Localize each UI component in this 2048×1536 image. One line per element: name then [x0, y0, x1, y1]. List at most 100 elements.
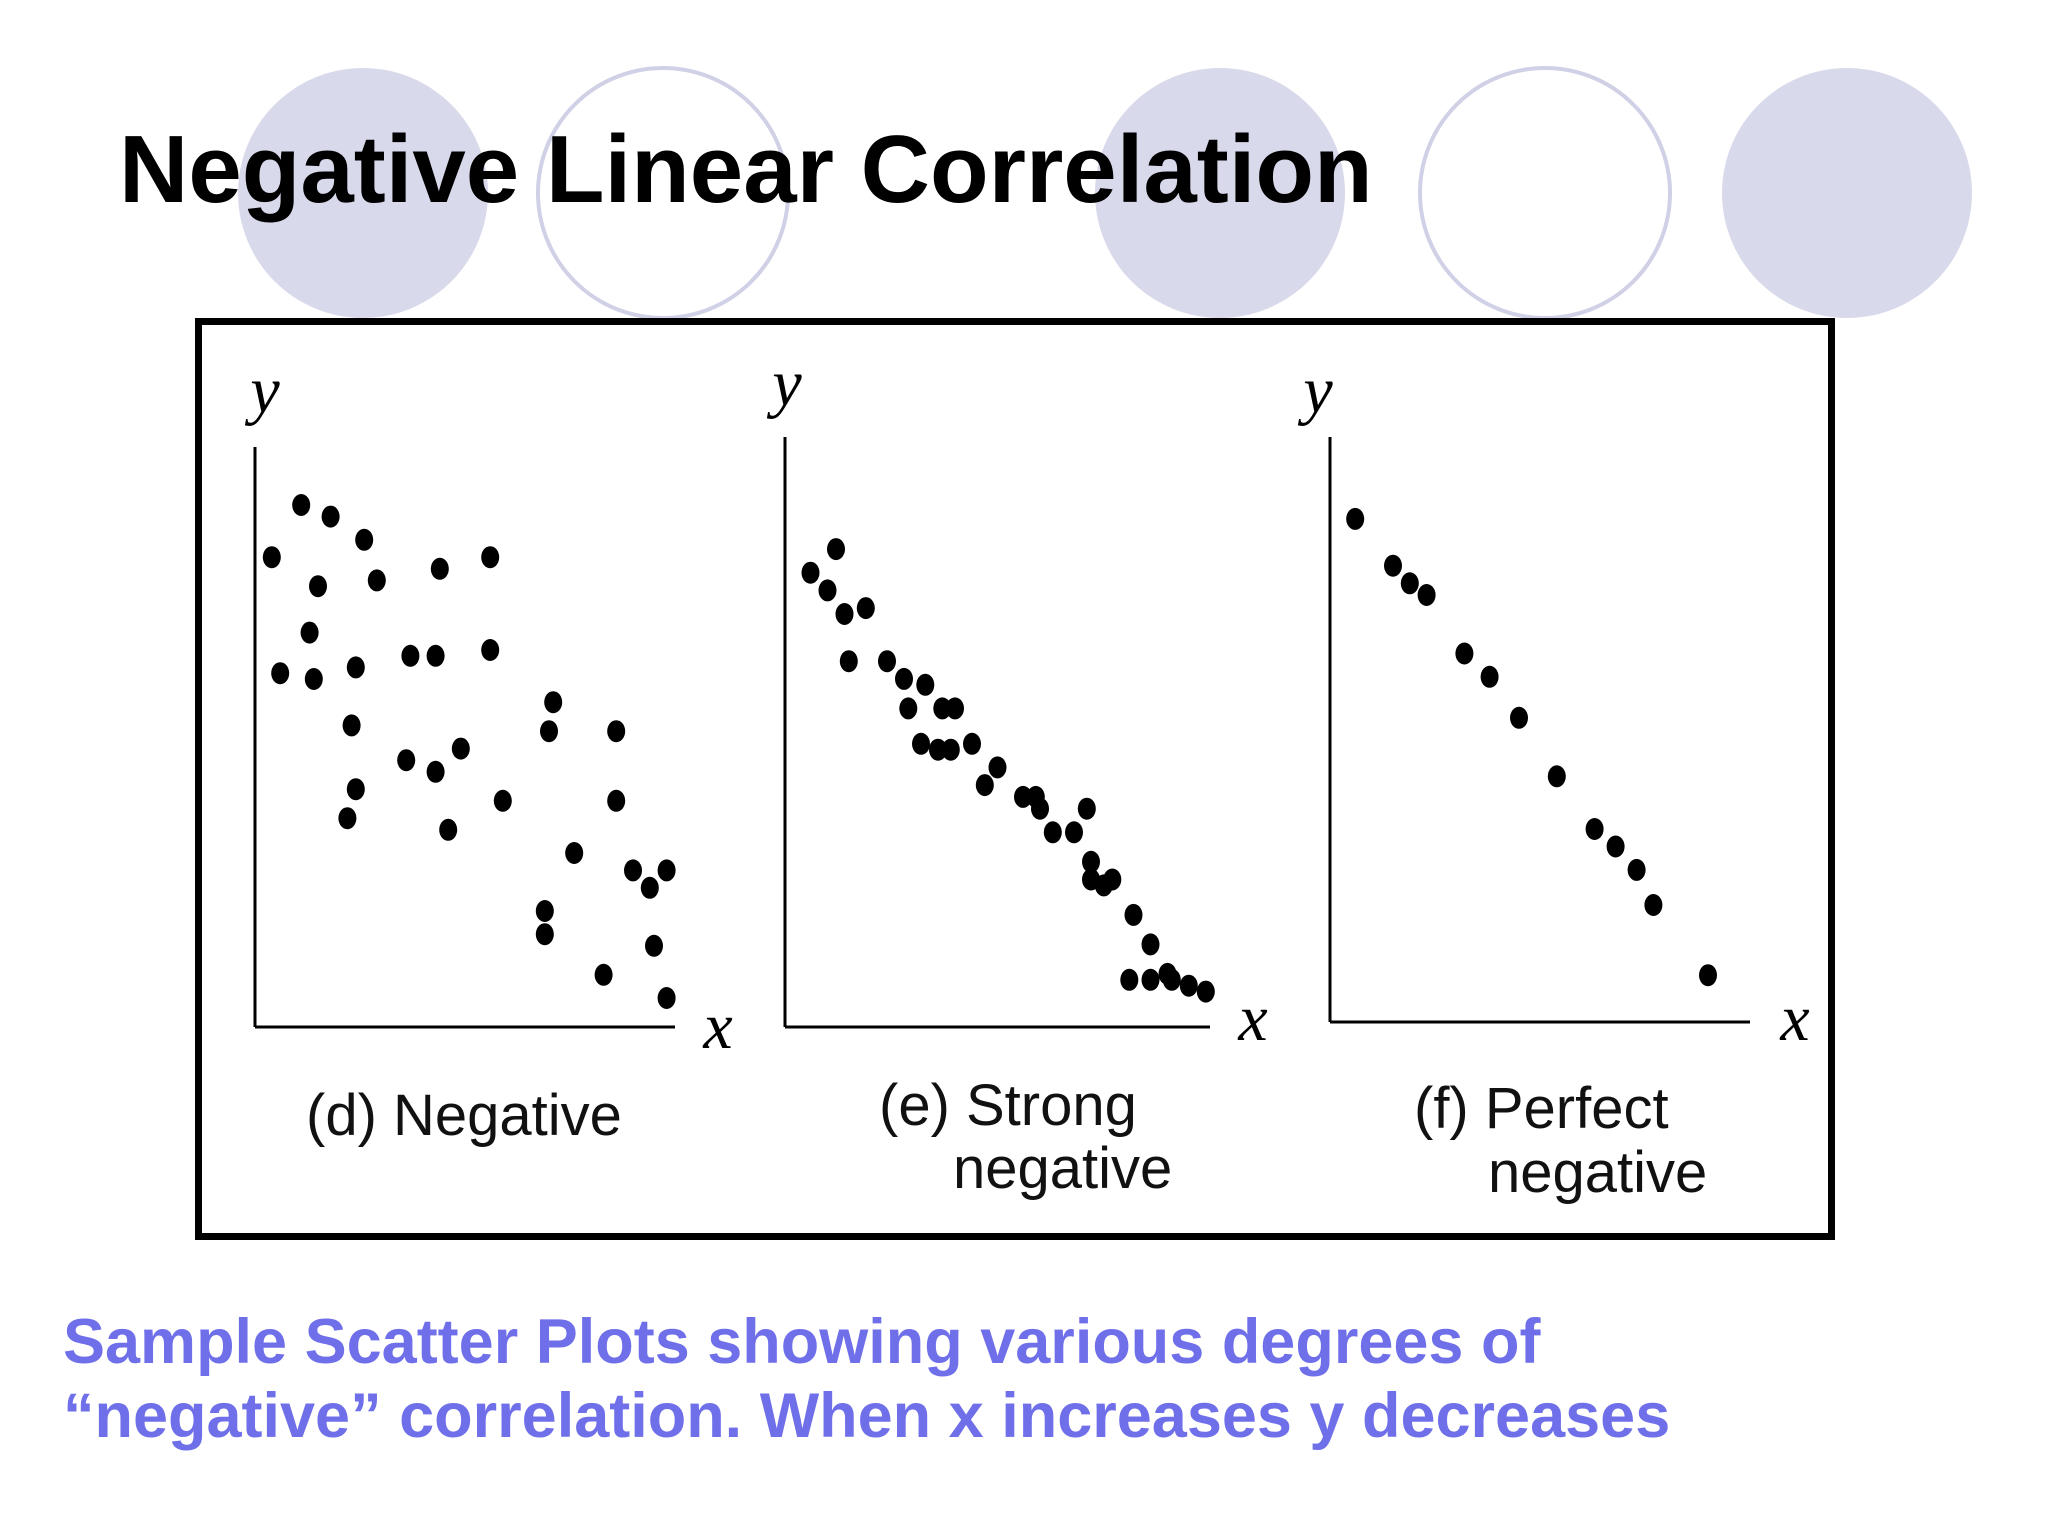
scatter-point: [304, 668, 323, 690]
scatter-point: [1455, 642, 1474, 665]
scatter-point: [1103, 868, 1122, 891]
x-axis-label: x: [1779, 982, 1809, 1055]
scatter-point: [544, 691, 563, 714]
y-axis-label: y: [244, 354, 280, 427]
panel-caption-line: negative: [1488, 1140, 1707, 1205]
scatter-point: [933, 697, 952, 720]
decorative-circles: [238, 66, 1972, 320]
scatter-point: [607, 720, 626, 743]
slide-title: Negative Linear Correlation: [119, 116, 1373, 223]
y-axis-label: y: [1297, 354, 1333, 427]
plots-frame: [195, 318, 1835, 1240]
scatter-point: [1417, 584, 1436, 606]
scatter-point: [1547, 765, 1566, 788]
scatter-point: [1699, 964, 1717, 987]
scatter-point: [397, 749, 416, 772]
scatter-point: [929, 738, 947, 761]
scatter-point: [271, 662, 290, 685]
panel-caption-line: (f) Perfect: [1414, 1076, 1669, 1141]
scatter-point: [355, 528, 374, 551]
scatter-point: [975, 774, 994, 797]
scatter-point: [895, 667, 913, 690]
x-axis-label: x: [702, 990, 732, 1063]
footer-line-1: Sample Scatter Plots showing various deg…: [63, 1307, 1541, 1377]
scatter-point: [262, 546, 281, 569]
scatter-point: [493, 789, 512, 812]
scatter-point: [1077, 797, 1096, 820]
scatter-point: [916, 673, 935, 696]
scatter-point: [1120, 968, 1139, 991]
scatter-point: [988, 756, 1007, 779]
scatter-point: [1014, 785, 1032, 808]
scatter-point: [624, 859, 642, 882]
scatter-point: [1065, 821, 1083, 844]
scatter-point: [1585, 818, 1604, 840]
panel-caption-line: (e) Strong: [879, 1073, 1137, 1138]
scatter-point: [912, 732, 930, 755]
scatter-point: [1043, 821, 1062, 844]
scatter-point: [1346, 507, 1365, 530]
filled-circle-1: [238, 68, 488, 318]
scatter-point: [835, 603, 854, 625]
scatter-point: [878, 650, 896, 673]
scatter-point: [657, 987, 676, 1009]
scatter-point: [451, 737, 470, 760]
scatter-point: [1082, 850, 1100, 873]
scatter-point: [1644, 894, 1663, 916]
scatter-point: [300, 621, 319, 644]
scatter-point: [1179, 974, 1198, 997]
y-axis-label: y: [766, 347, 802, 420]
scatter-point: [818, 579, 837, 602]
scatter-point: [594, 963, 613, 986]
scatter-point: [309, 575, 327, 598]
x-axis-label: x: [1237, 982, 1267, 1055]
scatter-point: [367, 569, 386, 592]
scatter-point: [540, 720, 558, 743]
filled-circle-3: [1095, 68, 1345, 318]
scatter-point: [1400, 572, 1419, 595]
footer-line-2: “negative” correlation. When x increases…: [63, 1381, 1671, 1451]
scatter-point: [1031, 797, 1049, 820]
filled-circle-5: [1722, 68, 1972, 318]
scatter-point: [1196, 980, 1215, 1003]
scatter-point: [963, 732, 981, 755]
scatter-point: [439, 818, 458, 841]
scatter-point: [657, 859, 676, 882]
scatter-point: [565, 842, 584, 864]
scatter-point: [1480, 665, 1499, 688]
scatter-point: [640, 876, 659, 899]
scatter-point: [1124, 903, 1143, 926]
scatter-point: [292, 494, 311, 516]
scatter-point: [426, 760, 445, 783]
panel-caption-line: negative: [953, 1136, 1172, 1201]
scatter-point: [856, 597, 875, 620]
scatter-point: [321, 505, 340, 528]
scatter-point: [346, 656, 365, 679]
scatter-panel-1: y x (d) Negative: [244, 354, 732, 1148]
footer-text: Sample Scatter Plots showing various deg…: [63, 1305, 1670, 1453]
scatter-point: [535, 900, 554, 922]
scatter-point: [426, 644, 445, 667]
scatter-point: [1141, 968, 1160, 991]
scatter-point: [607, 789, 626, 812]
scatter-point: [899, 697, 918, 720]
scatter-point: [430, 557, 449, 580]
scatter-point: [481, 639, 500, 661]
scatter-point: [1627, 858, 1646, 881]
scatter-point: [645, 934, 663, 957]
scatter-point: [1510, 706, 1528, 729]
scatter-point: [1141, 933, 1160, 956]
scatter-point: [1606, 835, 1625, 858]
scatter-point: [346, 778, 365, 801]
scatter-point: [1162, 968, 1181, 991]
scatter-point: [827, 538, 845, 561]
scatter-point: [801, 561, 820, 584]
scatter-point: [839, 650, 858, 673]
scatter-point: [535, 923, 554, 946]
panel-caption-line: (d) Negative: [306, 1083, 622, 1148]
scatter-point: [1384, 554, 1402, 577]
scatter-point: [342, 714, 361, 737]
